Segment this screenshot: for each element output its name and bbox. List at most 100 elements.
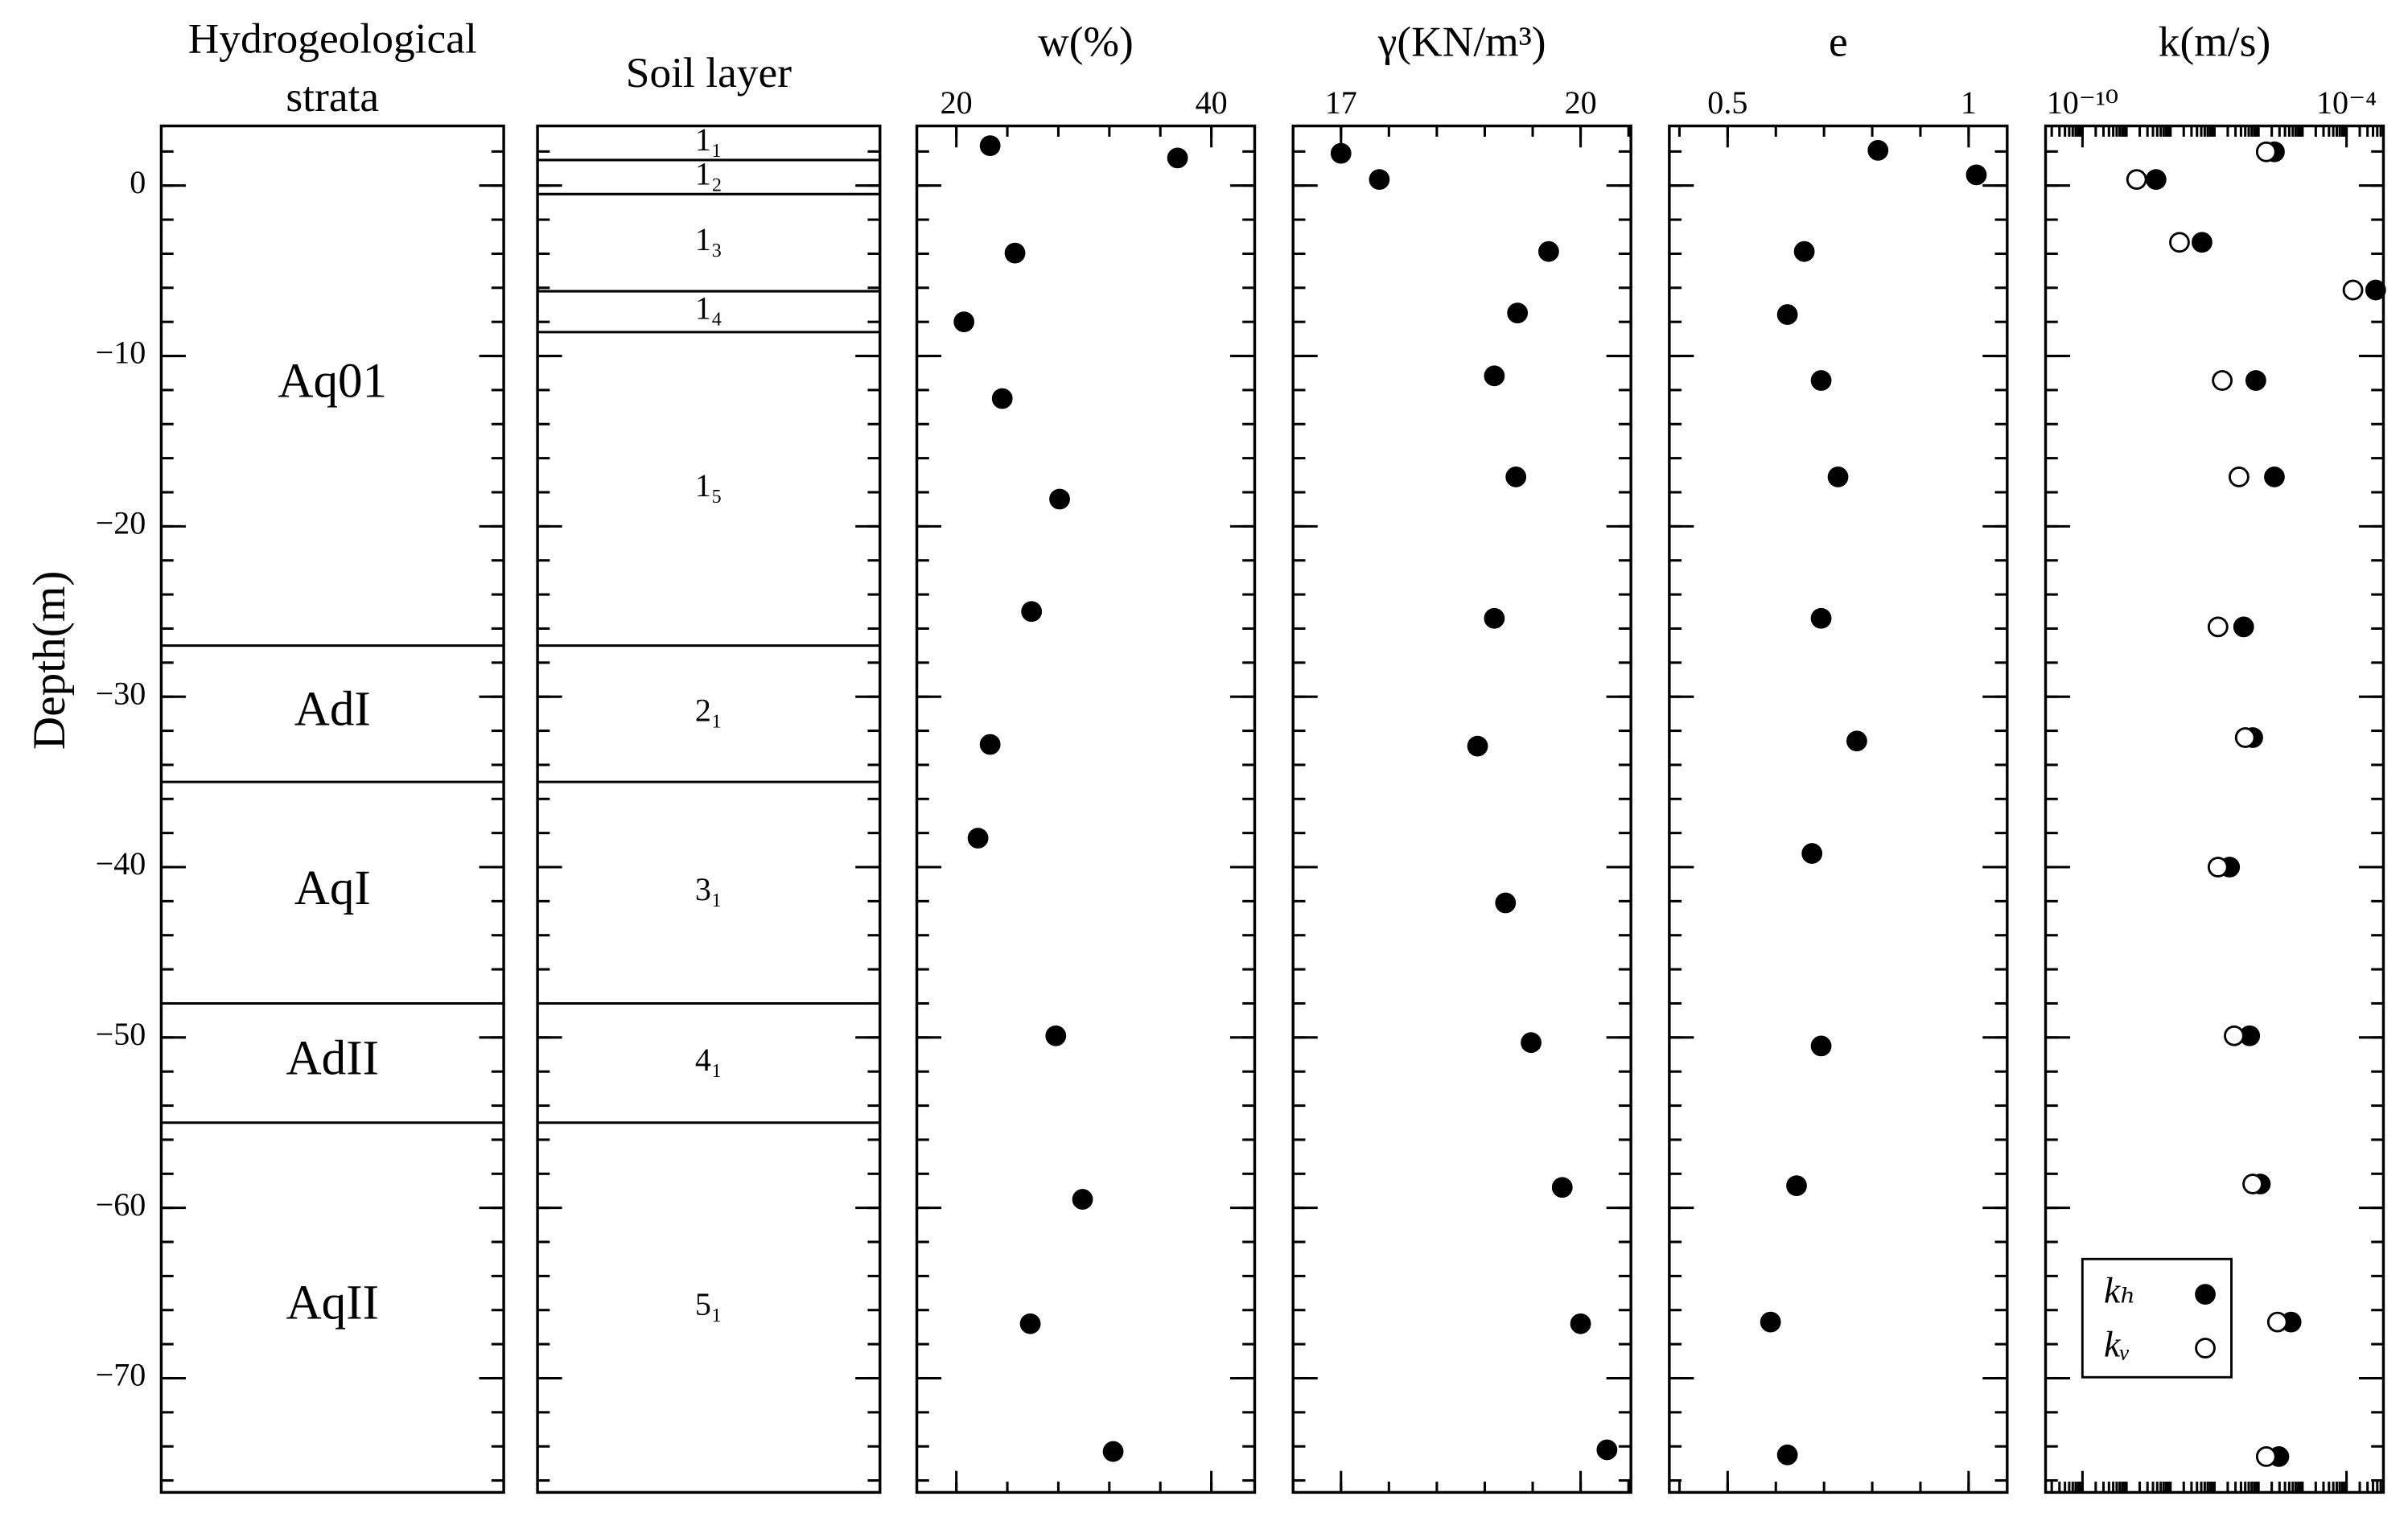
legend-box	[2081, 1257, 2233, 1379]
panel-frame	[159, 124, 505, 1494]
data-point	[2212, 370, 2233, 391]
y-tick-label: −50	[96, 1016, 146, 1052]
layer-label: AdI	[294, 682, 371, 736]
data-point	[1102, 1441, 1124, 1462]
layer-label: 1₃	[695, 221, 722, 257]
data-point	[2342, 279, 2364, 301]
data-point	[2234, 727, 2256, 748]
y-tick-label: −40	[96, 845, 146, 882]
data-point	[1760, 1311, 1781, 1333]
data-point	[1786, 1175, 1807, 1197]
data-point	[1045, 1025, 1067, 1046]
panel-title: Soil layer	[626, 48, 792, 97]
data-point	[2126, 169, 2147, 190]
y-axis-label: Depth(m)	[24, 571, 75, 750]
data-point	[1570, 1313, 1591, 1334]
legend-marker	[2195, 1338, 2216, 1359]
panel-frame	[1668, 124, 2009, 1494]
y-tick-label: −30	[96, 675, 146, 711]
x-tick-label: 10⁻⁴	[2316, 84, 2377, 121]
layer-label: 1₄	[695, 290, 722, 327]
data-point	[2255, 141, 2277, 162]
panel-title: k(m/s)	[2159, 18, 2271, 66]
x-tick-label: 40	[1196, 84, 1228, 121]
x-tick-label: 1	[1961, 84, 1977, 121]
data-point	[1810, 370, 1832, 391]
y-tick-label: −20	[96, 505, 146, 541]
data-point	[1467, 735, 1488, 757]
data-point	[2192, 232, 2212, 253]
layer-label: AqII	[286, 1276, 379, 1330]
data-point	[979, 734, 1001, 755]
data-point	[991, 388, 1013, 409]
data-point	[1330, 142, 1352, 164]
x-tick-label: 17	[1325, 84, 1357, 121]
panel-title: γ(KN/m³)	[1377, 18, 1546, 66]
layer-label: 5₁	[695, 1286, 722, 1322]
y-tick-label: −70	[96, 1357, 146, 1393]
y-tick-label: −60	[96, 1186, 146, 1223]
data-point	[2266, 1311, 2288, 1333]
data-point	[2145, 169, 2167, 190]
layer-label: AdII	[286, 1032, 379, 1086]
data-point	[967, 828, 989, 849]
layer-label: Aq01	[278, 355, 387, 409]
data-point	[1538, 240, 1559, 262]
data-point	[1596, 1439, 1618, 1461]
legend-marker	[2195, 1284, 2216, 1305]
data-point	[2245, 370, 2266, 391]
data-point	[1867, 139, 1889, 161]
data-point	[2255, 1446, 2277, 1467]
data-point	[2242, 1174, 2263, 1194]
panel-frame	[1291, 124, 1632, 1494]
layer-label: 2₁	[695, 693, 722, 729]
data-point	[1019, 1313, 1041, 1334]
data-point	[1521, 1032, 1542, 1054]
data-point	[1810, 1035, 1832, 1057]
data-point	[2233, 616, 2254, 638]
panel-title: Hydrogeological strata	[188, 14, 477, 121]
data-point	[2229, 467, 2250, 487]
data-point	[1049, 488, 1070, 510]
x-tick-label: 0.5	[1707, 84, 1747, 121]
panel-frame	[915, 124, 1257, 1494]
data-point	[953, 311, 975, 333]
data-point	[1021, 601, 1043, 623]
layer-label: 1₅	[695, 467, 722, 504]
data-point	[1776, 1444, 1798, 1466]
legend-label: kᵥ	[2104, 1323, 2130, 1364]
data-point	[2224, 1025, 2245, 1046]
x-tick-label: 20	[941, 84, 973, 121]
layer-label: 1₁	[695, 121, 722, 158]
x-tick-label: 20	[1565, 84, 1597, 121]
data-point	[2169, 232, 2190, 253]
data-point	[2264, 467, 2285, 487]
data-point	[1369, 169, 1390, 190]
data-point	[1484, 607, 1505, 629]
panel-title: w(%)	[1038, 18, 1134, 66]
panel-frame	[536, 124, 882, 1494]
data-point	[1505, 467, 1527, 487]
data-point	[1072, 1189, 1093, 1210]
data-point	[1810, 607, 1832, 629]
layer-label: 1₂	[695, 155, 722, 191]
data-point	[1551, 1177, 1573, 1198]
layer-label: AqI	[294, 861, 371, 915]
data-point	[2365, 279, 2386, 301]
layer-label: 3₁	[695, 871, 722, 907]
data-point	[1846, 730, 1867, 752]
y-tick-label: 0	[130, 164, 146, 200]
data-point	[1801, 843, 1823, 864]
data-point	[2207, 616, 2229, 638]
y-tick-label: −10	[96, 335, 146, 371]
data-point	[1776, 304, 1798, 325]
x-tick-label: 10⁻¹⁰	[2047, 84, 2118, 121]
data-point	[1484, 365, 1505, 387]
layer-label: 4₁	[695, 1042, 722, 1078]
legend-label: kₕ	[2104, 1270, 2136, 1311]
data-point	[979, 135, 1001, 157]
data-point	[1793, 240, 1815, 262]
data-point	[2207, 857, 2229, 878]
